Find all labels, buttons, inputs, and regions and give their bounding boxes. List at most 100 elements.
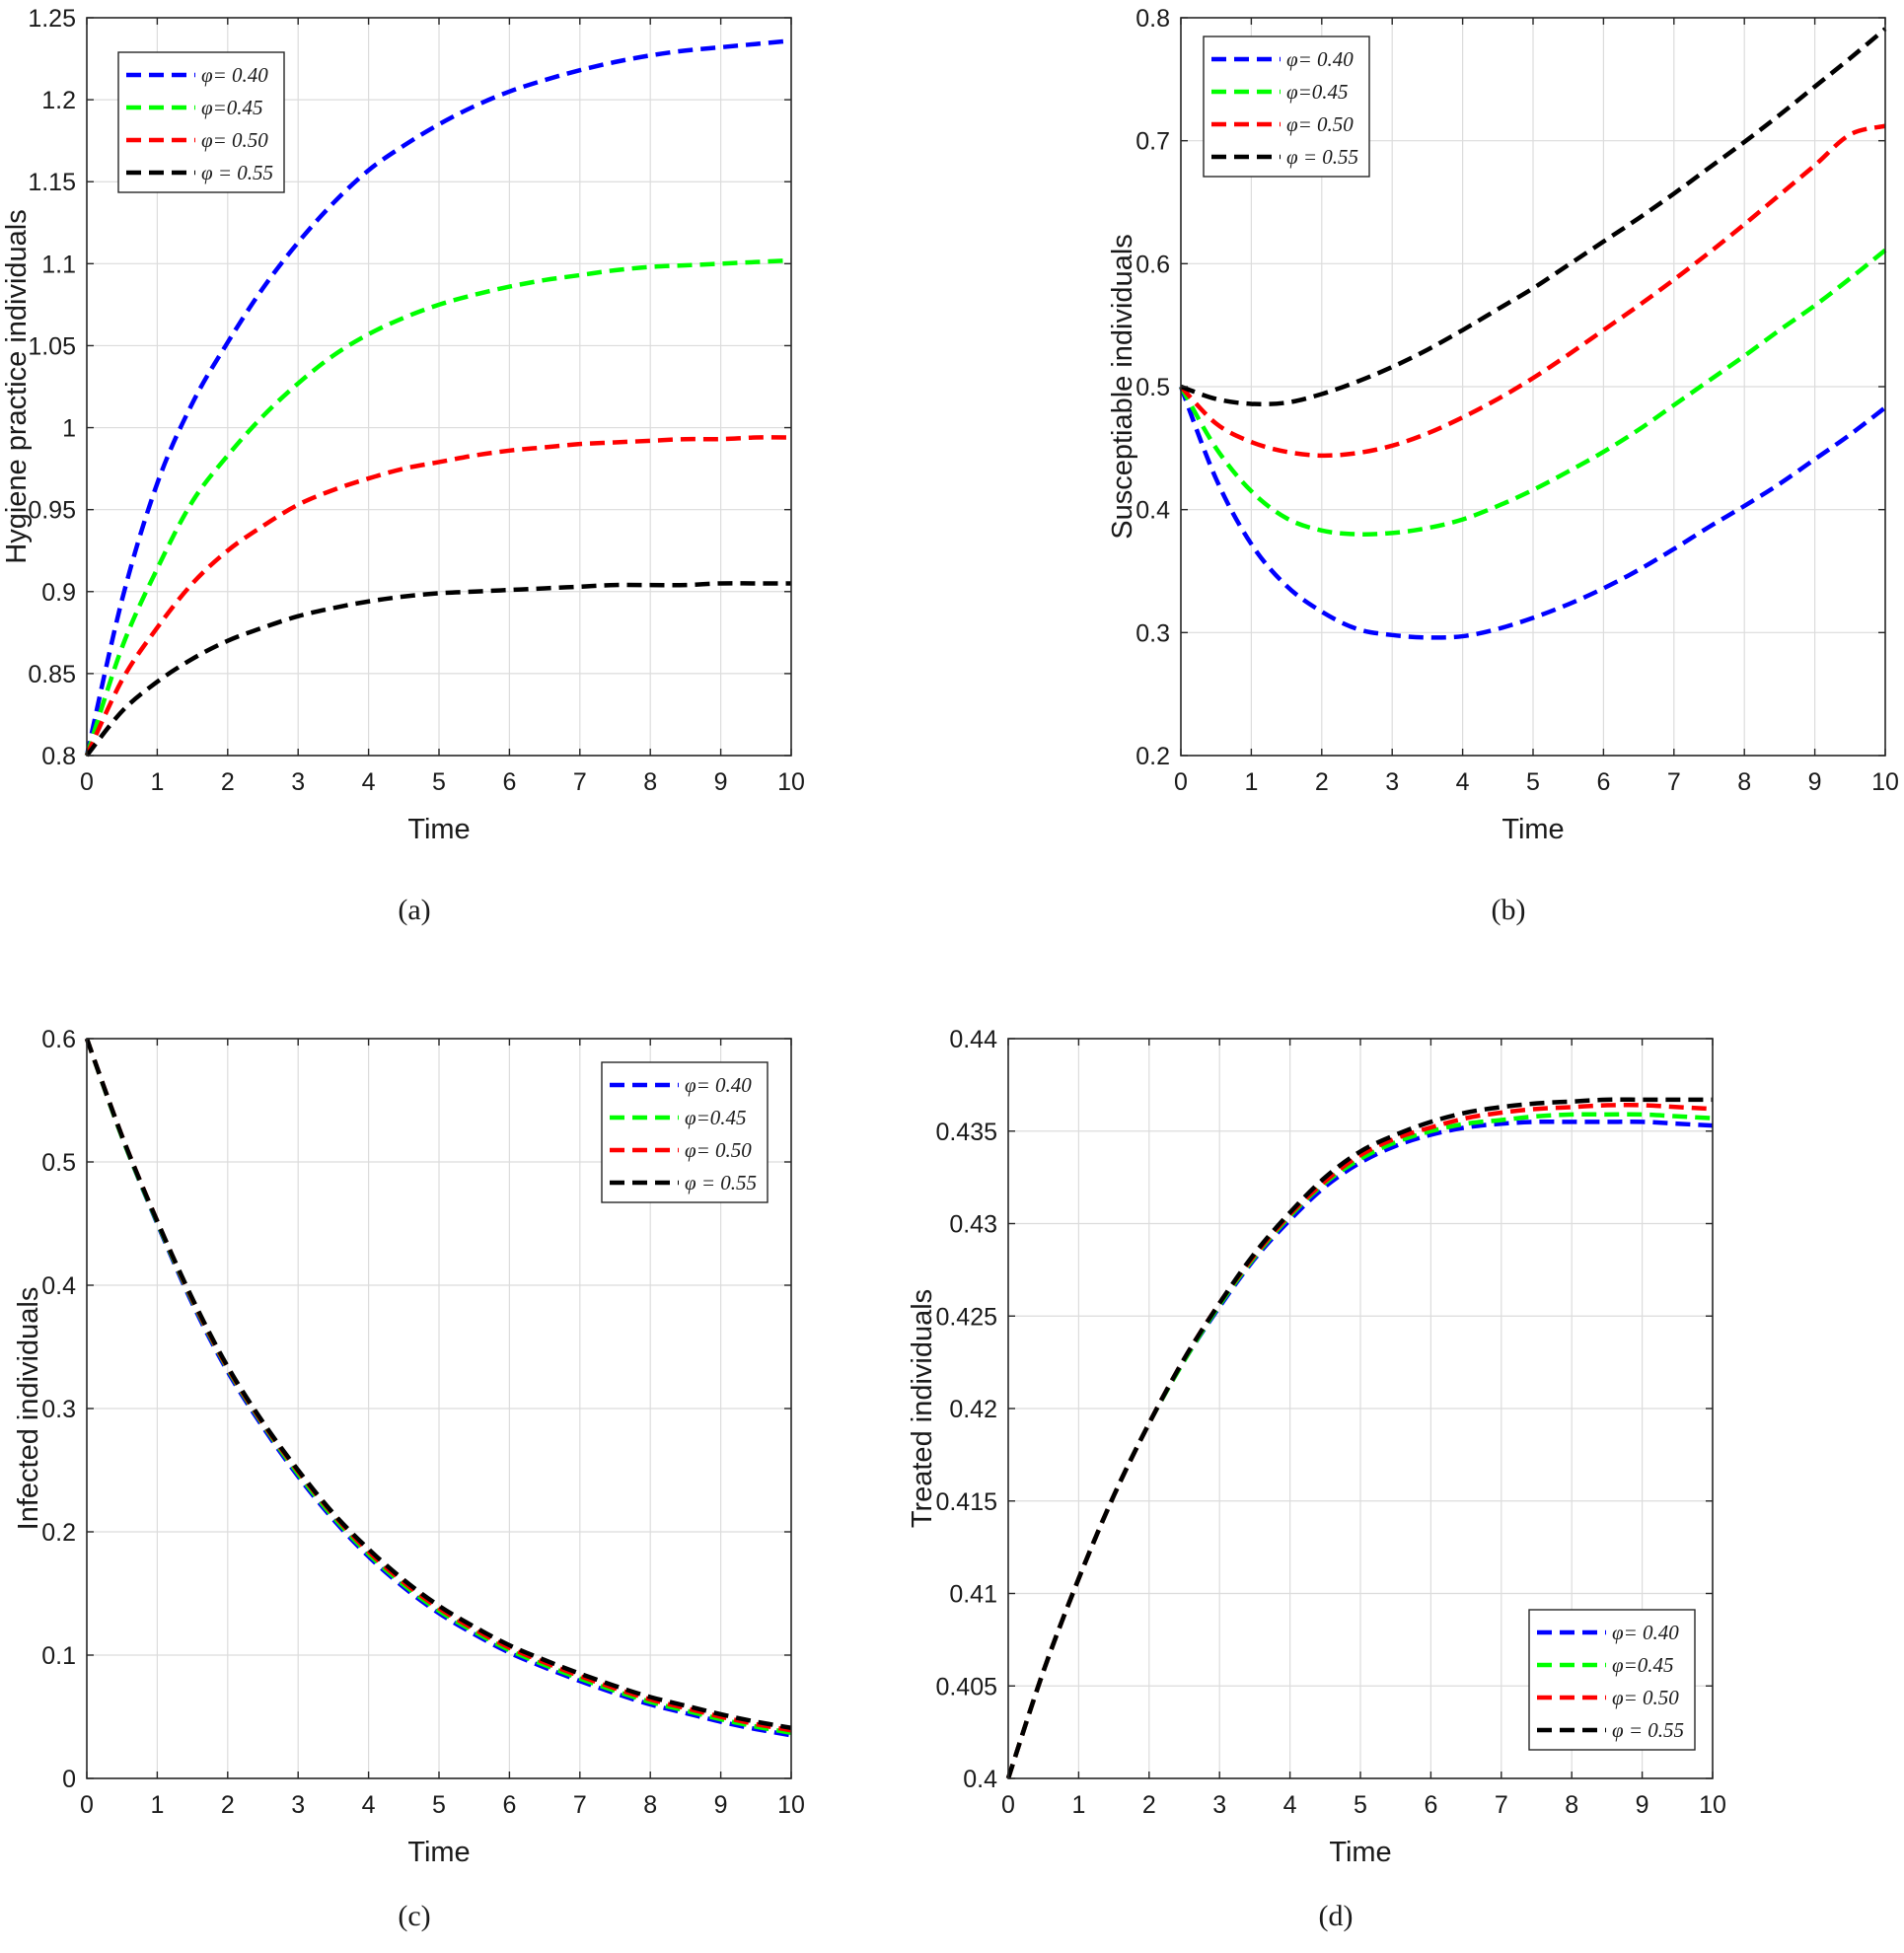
y-tick-label: 0.5 [1135, 374, 1170, 401]
legend-box [1528, 1609, 1696, 1751]
series-line-4 [84, 1038, 792, 1730]
x-tick-label: 0 [1001, 1791, 1015, 1819]
x-tick-label: 2 [221, 768, 235, 796]
x-tick-label: 4 [1283, 1791, 1297, 1819]
series-group [84, 1038, 792, 1738]
y-tick-label: 0.1 [41, 1642, 76, 1670]
x-tick-label: 9 [714, 768, 728, 796]
legend-label-2: φ=0.45 [201, 96, 263, 119]
x-tick-label: 6 [502, 768, 516, 796]
x-tick-label: 8 [1737, 768, 1751, 796]
x-tick-label: 3 [1385, 768, 1399, 796]
y-tick-label: 0.85 [28, 661, 76, 688]
legend-box [117, 51, 285, 193]
x-tick-label: 5 [1526, 768, 1540, 796]
x-tick-label: 2 [221, 1791, 235, 1819]
series-line-1 [1005, 1119, 1714, 1779]
x-tick-label: 6 [502, 1791, 516, 1819]
panel-b: 0 1 2 3 4 5 6 7 8 9 10 0.2 0.3 0.4 0.5 0.6 0.7 0.8 Time Sus… [1107, 5, 1899, 926]
y-tick-label: 0.4 [41, 1272, 76, 1300]
x-tick-label: 4 [362, 768, 376, 796]
x-tick-label: 8 [643, 1791, 657, 1819]
legend-label-3: φ= 0.50 [201, 128, 268, 152]
y-tick-label: 0.2 [1135, 743, 1170, 770]
y-tick-label: 0.7 [1135, 128, 1170, 156]
x-tick-label: 9 [1636, 1791, 1649, 1819]
y-tick-label: 0.41 [949, 1581, 997, 1609]
series-line-4 [1005, 1097, 1713, 1779]
series-line-3 [1005, 1103, 1714, 1779]
y-tick-label: 0.4 [963, 1766, 997, 1793]
y-tick-label: 0.8 [41, 743, 76, 770]
series-group [1178, 27, 1887, 640]
x-tick-label: 8 [643, 768, 657, 796]
y-tick-label: 0.3 [1135, 619, 1170, 647]
series-group [1005, 1097, 1714, 1779]
y-tick-label: 1.05 [28, 332, 76, 360]
y-tick-label: 1.15 [28, 169, 76, 196]
panel-a: 0 1 2 3 4 5 6 7 8 9 10 0.8 0.85 0.9 0.95 1 1.05 1.1 1.15 1.… [1, 5, 805, 926]
legend-label-1: φ= 0.40 [1286, 47, 1354, 71]
legend-label-2: φ=0.45 [1286, 80, 1349, 104]
x-tick-label: 10 [1699, 1791, 1726, 1819]
y-tick-label: 0.405 [935, 1673, 997, 1700]
x-tick-label: 10 [777, 768, 805, 796]
legend-label-3: φ= 0.50 [1286, 112, 1354, 136]
legend: φ= 0.40 φ=0.45 φ= 0.50 φ = 0.55 [117, 51, 285, 193]
legend-label-1: φ= 0.40 [201, 63, 268, 87]
x-tick-label: 5 [432, 1791, 446, 1819]
legend-label-3: φ= 0.50 [685, 1138, 752, 1162]
x-tick-label: 9 [1808, 768, 1822, 796]
y-tick-label: 0.95 [28, 497, 76, 525]
y-tick-label: 0.435 [935, 1119, 997, 1146]
legend-label-4: φ = 0.55 [685, 1171, 757, 1194]
x-tick-label: 2 [1142, 1791, 1156, 1819]
y-tick-label: 0.415 [935, 1488, 997, 1516]
series-line-3 [1179, 123, 1886, 459]
x-axis-label: Time [407, 1837, 470, 1868]
x-tick-label: 3 [291, 1791, 305, 1819]
x-tick-label: 1 [150, 1791, 164, 1819]
series-line-1 [1178, 386, 1887, 640]
y-tick-label: 1.1 [41, 251, 76, 278]
x-axis-label: Time [1501, 814, 1564, 845]
y-tick-label: 1 [62, 415, 76, 443]
y-tick-label: 0.43 [949, 1211, 997, 1239]
series-line-1 [84, 38, 792, 757]
x-tick-label: 0 [80, 1791, 94, 1819]
x-tick-label: 10 [1871, 768, 1899, 796]
x-tick-label: 6 [1424, 1791, 1437, 1819]
y-tick-label: 0.4 [1135, 497, 1170, 525]
legend-label-2: φ=0.45 [1612, 1653, 1674, 1677]
panel-c: 0 1 2 3 4 5 6 7 8 9 10 0 0.1 0.2 0.3 0.4 0.5 0.6 Time Infec… [13, 1026, 805, 1932]
x-tick-label: 7 [573, 1791, 587, 1819]
grid-lines [87, 18, 791, 756]
x-tick-label: 3 [1212, 1791, 1226, 1819]
x-tick-label: 10 [777, 1791, 805, 1819]
legend-box [601, 1061, 769, 1203]
x-tick-label: 1 [1244, 768, 1258, 796]
legend-label-4: φ = 0.55 [1286, 145, 1358, 169]
x-tick-label: 8 [1565, 1791, 1578, 1819]
panel-caption: (d) [1319, 1900, 1354, 1932]
legend-label-1: φ= 0.40 [1612, 1621, 1679, 1644]
y-tick-label: 0.42 [949, 1396, 997, 1423]
legend-label-2: φ=0.45 [685, 1106, 747, 1129]
y-tick-label: 0.6 [41, 1026, 76, 1053]
y-tick-label: 1.25 [28, 5, 76, 33]
panel-d: 0 1 2 3 4 5 6 7 8 9 10 0.4 0.405 0.41 0.415 0.42 0.425 0.… [907, 1026, 1726, 1932]
legend: φ= 0.40 φ=0.45 φ= 0.50 φ = 0.55 [1528, 1609, 1696, 1751]
y-axis-label: Treated individuals [907, 1289, 938, 1528]
x-tick-label: 9 [714, 1791, 728, 1819]
y-tick-label: 0.425 [935, 1303, 997, 1331]
x-tick-label: 7 [1667, 768, 1681, 796]
x-tick-label: 7 [1495, 1791, 1508, 1819]
series-group [84, 38, 792, 758]
x-tick-label: 4 [1456, 768, 1470, 796]
legend-label-4: φ = 0.55 [1612, 1718, 1684, 1742]
x-tick-label: 4 [362, 1791, 376, 1819]
x-tick-label: 0 [1174, 768, 1188, 796]
series-line-2 [1005, 1112, 1714, 1779]
legend: φ= 0.40 φ=0.45 φ= 0.50 φ = 0.55 [601, 1061, 769, 1203]
